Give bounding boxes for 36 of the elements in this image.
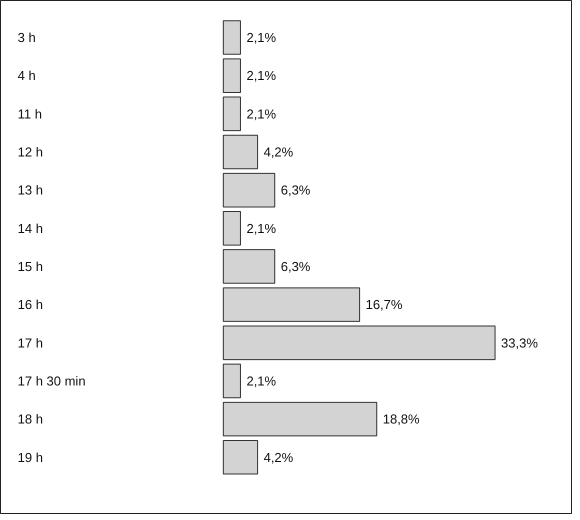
data-label: 18,8%: [382, 412, 420, 427]
data-label: 2,1%: [246, 373, 277, 388]
y-tick-label: 3 h: [18, 30, 36, 46]
bar: [222, 134, 258, 170]
bar: [222, 440, 258, 475]
y-tick-label: 15 h: [18, 258, 43, 274]
data-label: 4,2%: [264, 144, 294, 160]
y-tick-label: 12 h: [18, 144, 43, 160]
data-label: 4,2%: [264, 450, 294, 465]
bar: [222, 364, 241, 398]
data-label: 6,3%: [280, 258, 311, 274]
bar: [222, 402, 378, 436]
data-label: 2,1%: [246, 30, 277, 46]
data-label: 16,7%: [366, 297, 403, 312]
bar: [222, 287, 360, 322]
y-tick-label: 17 h 30 min: [18, 373, 86, 388]
y-tick-label: 17 h: [18, 335, 43, 350]
bar: [222, 20, 241, 55]
bar: [222, 211, 241, 246]
bar: [222, 58, 241, 93]
bar: [222, 172, 276, 208]
y-tick-label: 11 h: [18, 106, 42, 122]
y-tick-label: 16 h: [18, 297, 43, 312]
bar: [222, 249, 276, 284]
data-label: 6,3%: [280, 182, 311, 198]
data-label: 2,1%: [246, 106, 277, 122]
data-label: 33,3%: [501, 335, 538, 350]
bar: [222, 325, 496, 360]
bar: [222, 96, 241, 132]
y-tick-label: 4 h: [18, 68, 36, 84]
data-label: 2,1%: [246, 220, 277, 236]
y-tick-label: 13 h: [18, 182, 43, 198]
data-label: 2,1%: [246, 68, 277, 84]
y-tick-label: 19 h: [18, 450, 43, 465]
y-tick-label: 18 h: [18, 412, 43, 427]
y-tick-label: 14 h: [18, 220, 43, 236]
